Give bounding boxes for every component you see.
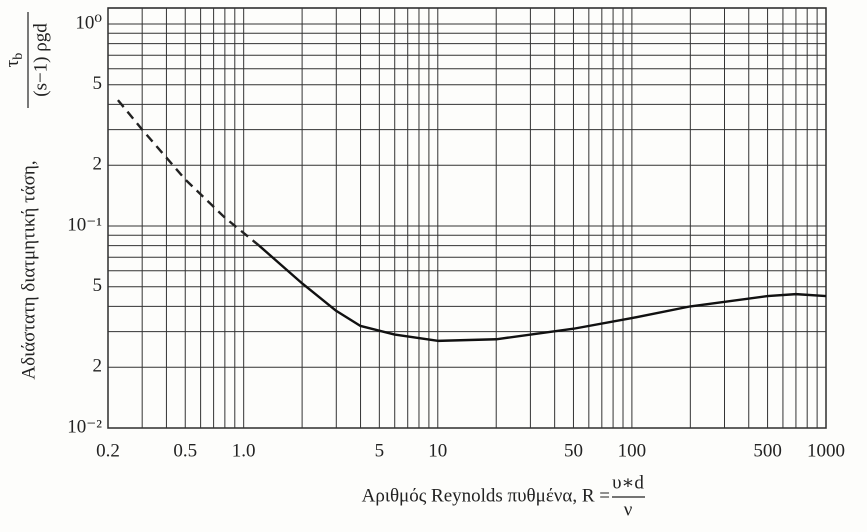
x-tick-label: 100 <box>618 440 647 461</box>
curve <box>117 99 260 247</box>
y-label-fraction: τb (s−1) ρgd <box>2 12 51 108</box>
curve <box>258 244 827 343</box>
y-tick-label: 10⁻¹ <box>67 214 102 235</box>
x-tick-label: 50 <box>564 440 583 461</box>
y-tick-label: 10⁻² <box>67 416 102 437</box>
y-tick-label: 2 <box>93 356 103 377</box>
x-tick-label: 0.2 <box>96 440 120 461</box>
x-tick-label: 1.0 <box>232 440 256 461</box>
x-tick-label: 0.5 <box>173 440 197 461</box>
x-tick-label: 1000 <box>807 440 845 461</box>
x-label-denominator: ν <box>624 499 633 520</box>
y-label-denominator: (s−1) ρgd <box>30 23 51 97</box>
y-tick-label: 2 <box>93 154 103 175</box>
y-axis-label: Αδιάστατη διατμητική τάση, <box>18 160 39 379</box>
y-tick-label: 5 <box>93 73 103 94</box>
x-tick-label: 5 <box>375 440 385 461</box>
x-tick-label: 10 <box>428 440 447 461</box>
x-label-numerator: υ∗d <box>612 472 644 493</box>
y-tick-label: 10⁰ <box>75 12 102 33</box>
plot-frame <box>107 7 827 429</box>
x-tick-label: 500 <box>753 440 782 461</box>
x-label: Αριθμός Reynolds πυθμένα, R = <box>362 485 610 506</box>
y-label-numerator: τb <box>2 53 26 68</box>
y-label: Αδιάστατη διατμητική τάση, <box>18 160 39 379</box>
y-tick-label: 5 <box>93 275 103 296</box>
